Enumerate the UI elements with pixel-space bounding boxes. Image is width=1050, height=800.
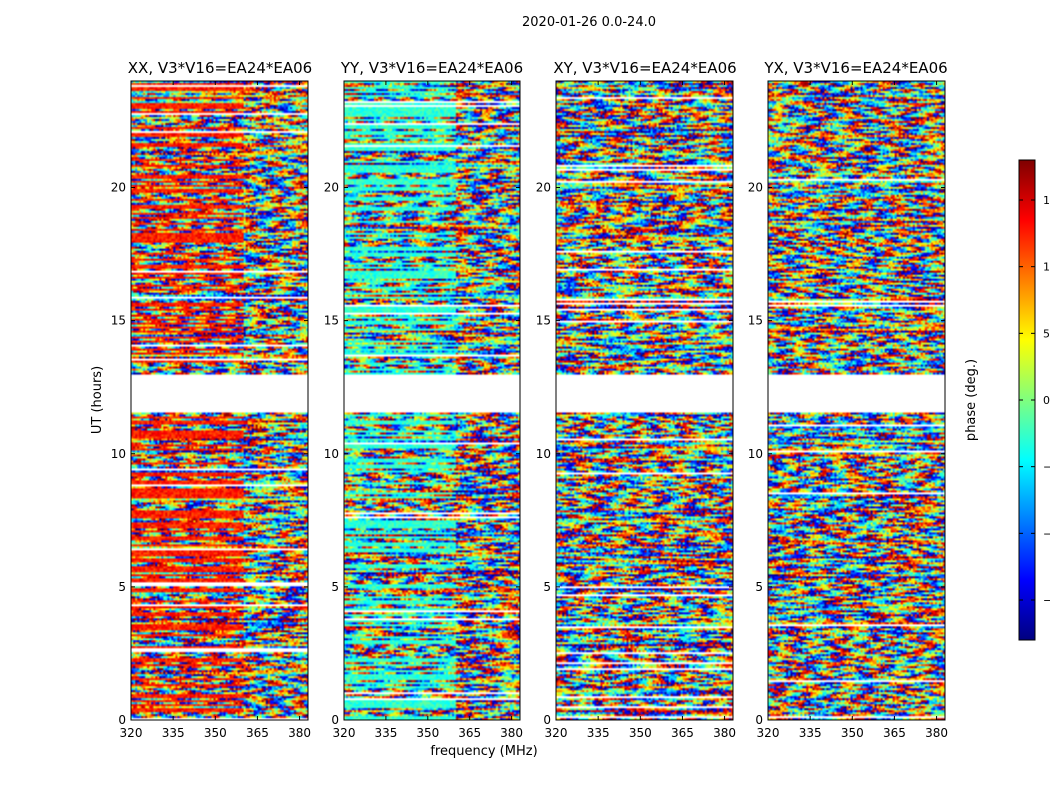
- plot-frame: [767, 80, 946, 721]
- x-tick-label: 320: [757, 726, 780, 740]
- plot-frame: [555, 80, 734, 721]
- panel-xx: XX, V3*V16=EA24*EA06 320 335 350 365 380 0 5 10…: [111, 59, 313, 740]
- y-tick-label: 20: [324, 181, 339, 195]
- y-tick-label: 20: [536, 181, 551, 195]
- y-tick-label: 10: [748, 447, 763, 461]
- plot-frame: [343, 80, 521, 721]
- suptitle: 2020-01-26 0.0-24.0: [522, 15, 656, 30]
- panel-title: XY, V3*V16=EA24*EA06: [553, 59, 736, 77]
- y-tick-label: 10: [536, 447, 551, 461]
- y-tick-label: 20: [111, 181, 126, 195]
- colorbar-tick-label: −150: [1043, 594, 1050, 607]
- x-tick-label: 365: [671, 726, 694, 740]
- x-tick-label: 350: [629, 726, 652, 740]
- y-tick-label: 15: [324, 314, 339, 328]
- x-tick-label: 335: [162, 726, 185, 740]
- colorbar-label: phase (deg.): [964, 359, 979, 441]
- x-tick-label: 320: [545, 726, 568, 740]
- plot-frame: [130, 80, 309, 721]
- x-tick-label: 350: [416, 726, 439, 740]
- y-tick-label: 5: [755, 580, 763, 594]
- x-tick-label: 380: [925, 726, 948, 740]
- x-tick-label: 335: [799, 726, 822, 740]
- x-tick-label: 380: [288, 726, 311, 740]
- x-tick-label: 320: [120, 726, 143, 740]
- y-tick-label: 15: [111, 314, 126, 328]
- y-tick-label: 5: [118, 580, 126, 594]
- colorbar: 150 100 50 0 −50 −100 −150 phase (deg.): [964, 159, 1050, 641]
- x-tick-label: 320: [333, 726, 356, 740]
- panel-yy: YY, V3*V16=EA24*EA06 320 335 350 365 380 0 5 10…: [324, 59, 523, 740]
- x-axis-label: frequency (MHz): [430, 744, 537, 759]
- panel-title: YY, V3*V16=EA24*EA06: [340, 59, 523, 77]
- phase-heatmap: [344, 81, 520, 720]
- y-tick-label: 10: [324, 447, 339, 461]
- colorbar-tick-label: −50: [1043, 461, 1050, 474]
- y-tick-label: 0: [331, 713, 339, 727]
- x-tick-label: 350: [204, 726, 227, 740]
- x-tick-label: 365: [246, 726, 269, 740]
- x-tick-label: 350: [841, 726, 864, 740]
- x-tick-label: 380: [713, 726, 736, 740]
- y-tick-label: 0: [755, 713, 763, 727]
- y-tick-label: 15: [748, 314, 763, 328]
- colorbar-tick-label: 150: [1043, 194, 1050, 207]
- colorbar-tick-label: 0: [1043, 394, 1050, 407]
- x-tick-label: 365: [458, 726, 481, 740]
- panel-xy: XY, V3*V16=EA24*EA06 320 335 350 365 380 0 5 10…: [536, 59, 737, 740]
- x-tick-label: 335: [374, 726, 397, 740]
- panel-title: XX, V3*V16=EA24*EA06: [128, 59, 312, 77]
- phase-heatmap: [556, 81, 733, 720]
- phase-heatmap: [768, 81, 945, 720]
- y-tick-label: 10: [111, 447, 126, 461]
- panel-title: YX, V3*V16=EA24*EA06: [763, 59, 947, 77]
- x-tick-label: 365: [883, 726, 906, 740]
- x-tick-label: 380: [500, 726, 523, 740]
- panel-yx: YX, V3*V16=EA24*EA06 320 335 350 365 380 0 5 10…: [748, 59, 948, 740]
- colorbar-tick-label: 100: [1043, 261, 1050, 274]
- x-tick-label: 335: [587, 726, 610, 740]
- y-tick-label: 15: [536, 314, 551, 328]
- y-tick-label: 5: [331, 580, 339, 594]
- phase-heatmap: [131, 81, 308, 720]
- y-tick-label: 0: [543, 713, 551, 727]
- y-tick-label: 5: [543, 580, 551, 594]
- colorbar-tick-label: −100: [1043, 527, 1050, 540]
- y-tick-label: 20: [748, 181, 763, 195]
- y-tick-label: 0: [118, 713, 126, 727]
- colorbar-tick-label: 50: [1043, 327, 1050, 340]
- y-axis-label: UT (hours): [90, 366, 105, 434]
